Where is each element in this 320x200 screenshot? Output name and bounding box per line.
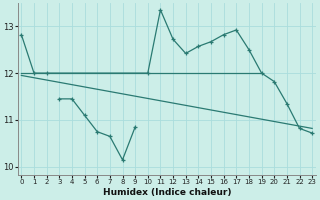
X-axis label: Humidex (Indice chaleur): Humidex (Indice chaleur) — [102, 188, 231, 197]
